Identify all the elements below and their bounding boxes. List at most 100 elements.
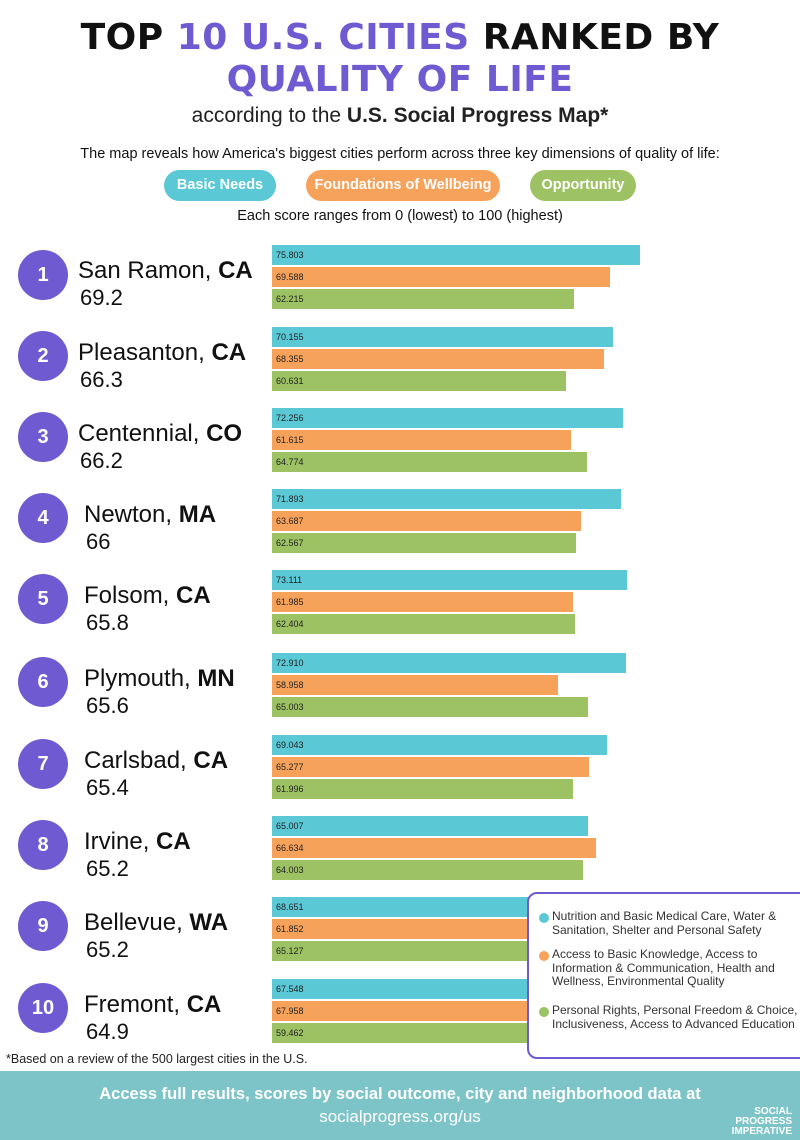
overall-score: 66 <box>86 529 111 554</box>
city-label: Plymouth, <box>84 665 198 692</box>
bar-value-label: 65.277 <box>276 762 304 772</box>
state-label: CA <box>218 257 253 284</box>
bar-value-label: 61.985 <box>276 597 304 607</box>
city-label: Bellevue, <box>84 909 190 936</box>
foundations-bar: 67.958 <box>272 1001 602 1021</box>
opportunity-bar: 62.567 <box>272 533 576 553</box>
city-name: San Ramon, CA <box>78 257 253 285</box>
overall-score: 66.2 <box>80 448 123 473</box>
city-row: 3 Centennial, CO 66.2 72.256 61.615 64.774 <box>0 408 800 488</box>
overall-score: 65.2 <box>86 937 129 962</box>
city-name: Centennial, CO <box>78 420 242 448</box>
city-label: Fremont, <box>84 991 187 1018</box>
city-row: 6 Plymouth, MN 65.6 72.910 58.958 65.003 <box>0 653 800 733</box>
city-row: 4 Newton, MA 66 71.893 63.687 62.567 <box>0 489 800 569</box>
intro-text: The map reveals how America's biggest ci… <box>80 146 720 162</box>
bar-value-label: 68.651 <box>276 902 304 912</box>
city-row: 8 Irvine, CA 65.2 65.007 66.634 64.003 <box>0 816 800 896</box>
overall-score: 64.9 <box>86 1019 129 1044</box>
city-label: Pleasanton, <box>78 339 212 366</box>
foundations-bar: 61.985 <box>272 592 573 612</box>
rank-badge: 8 <box>18 820 68 870</box>
city-name: Carlsbad, CA <box>84 747 228 775</box>
bar-value-label: 59.462 <box>276 1028 304 1038</box>
foundations-pill: Foundations of Wellbeing <box>306 170 500 201</box>
bar-value-label: 60.631 <box>276 376 304 386</box>
footer-line-1: Access full results, scores by social ou… <box>99 1085 701 1103</box>
opportunity-bar: 61.996 <box>272 779 573 799</box>
bar-value-label: 71.893 <box>276 494 304 504</box>
foundations-bar: 69.588 <box>272 267 610 287</box>
city-label: Centennial, <box>78 420 207 447</box>
legend-basic-dot <box>539 913 549 923</box>
city-label: Newton, <box>84 501 179 528</box>
state-label: CA <box>156 828 191 855</box>
foundations-bar: 58.958 <box>272 675 559 695</box>
bar-value-label: 65.003 <box>276 702 304 712</box>
rank-badge: 2 <box>18 331 68 381</box>
rank-badge: 9 <box>18 901 68 951</box>
basic-needs-bar: 72.910 <box>272 653 626 673</box>
bar-value-label: 62.404 <box>276 619 304 629</box>
city-name: Bellevue, WA <box>84 909 228 937</box>
bar-value-label: 69.588 <box>276 272 304 282</box>
legend-opportunity-text: Personal Rights, Personal Freedom & Choi… <box>552 1003 798 1031</box>
basic-needs-bar: 73.111 <box>272 570 627 590</box>
city-row: 9 Bellevue, WA 65.2 68.651 61.852 65.127 <box>0 897 800 977</box>
city-label: Folsom, <box>84 582 177 609</box>
title-highlight: 10 U.S. CITIES <box>176 17 470 58</box>
bar-value-label: 75.803 <box>276 250 304 260</box>
city-name: Fremont, CA <box>84 991 221 1019</box>
state-label: MA <box>178 501 217 528</box>
city-label: San Ramon, <box>78 257 219 284</box>
city-name: Folsom, CA <box>84 582 211 610</box>
legend-basic-text: Nutrition and Basic Medical Care, Water … <box>552 909 777 937</box>
opportunity-bar: 64.774 <box>272 452 587 472</box>
bar-value-label: 72.910 <box>276 658 304 668</box>
chart-rows: 1 San Ramon, CA 69.2 75.803 69.588 62.215 2 Ple… <box>0 245 800 1044</box>
logo-line-3: IMPERATIVE <box>731 1126 792 1137</box>
foundations-bar: 65.277 <box>272 757 589 777</box>
bar-value-label: 62.567 <box>276 538 304 548</box>
rank-badge: 6 <box>18 657 68 707</box>
bar-value-label: 61.996 <box>276 784 304 794</box>
footer-link[interactable]: socialprogress.org/us <box>319 1107 481 1126</box>
bar-value-label: 61.615 <box>276 435 304 445</box>
state-label: WA <box>189 909 229 936</box>
bar-value-label: 64.774 <box>276 457 304 467</box>
bar-value-label: 61.852 <box>276 924 304 934</box>
basic-needs-bar: 70.155 <box>272 327 613 347</box>
city-label: Irvine, <box>84 828 157 855</box>
bar-value-label: 73.111 <box>276 575 303 585</box>
foundations-bar: 63.687 <box>272 511 582 531</box>
legend-foundations-text: Access to Basic Knowledge, Access to Inf… <box>552 947 775 988</box>
bar-value-label: 62.215 <box>276 294 304 304</box>
opportunity-bar: 65.127 <box>272 941 589 961</box>
basic-needs-bar: 65.007 <box>272 816 588 836</box>
bar-value-label: 58.958 <box>276 680 304 690</box>
overall-score: 65.2 <box>86 856 129 881</box>
title-line-2: QUALITY OF LIFE <box>226 59 574 100</box>
rank-badge: 1 <box>18 250 68 300</box>
title-suffix: RANKED BY <box>469 17 720 58</box>
opportunity-bar: 62.215 <box>272 289 575 309</box>
legend-opportunity-dot <box>539 1007 549 1017</box>
city-row: 1 San Ramon, CA 69.2 75.803 69.588 62.215 <box>0 245 800 325</box>
foundations-bar: 61.615 <box>272 430 572 450</box>
overall-score: 65.6 <box>86 693 129 718</box>
opportunity-bar: 60.631 <box>272 371 567 391</box>
foundations-bar: 61.852 <box>272 919 573 939</box>
range-note: Each score ranges from 0 (lowest) to 100… <box>237 208 563 224</box>
opportunity-pill: Opportunity <box>530 170 636 201</box>
state-label: CA <box>176 582 211 609</box>
bar-value-label: 67.958 <box>276 1006 304 1016</box>
overall-score: 66.3 <box>80 367 123 392</box>
rank-badge: 7 <box>18 739 68 789</box>
city-row: 7 Carlsbad, CA 65.4 69.043 65.277 61.996 <box>0 735 800 815</box>
basic-needs-bar: 75.803 <box>272 245 640 265</box>
basic-needs-bar: 69.043 <box>272 735 608 755</box>
basic-needs-bar: 67.548 <box>272 979 600 999</box>
bar-value-label: 64.003 <box>276 865 304 875</box>
rank-badge: 4 <box>18 493 68 543</box>
city-name: Plymouth, MN <box>84 665 235 693</box>
